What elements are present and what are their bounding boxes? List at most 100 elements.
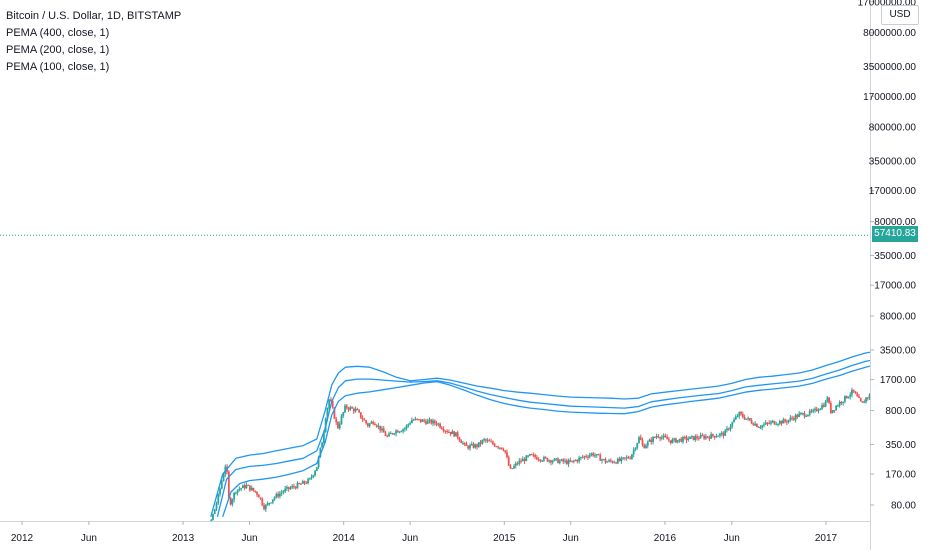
- candle: [467, 445, 469, 450]
- candle-body: [362, 418, 364, 420]
- candle: [451, 429, 453, 434]
- candle-body: [402, 429, 404, 431]
- candle-body: [341, 416, 343, 424]
- candle: [355, 406, 357, 412]
- x-tick-label: Jun: [724, 533, 740, 544]
- candle-body: [592, 453, 594, 455]
- candle-body: [406, 425, 408, 428]
- candle: [487, 438, 489, 443]
- candle-body: [390, 433, 392, 434]
- legend-pema-200[interactable]: PEMA (200, close, 1): [6, 42, 181, 59]
- candle: [298, 483, 300, 485]
- x-tick-label: 2014: [333, 533, 356, 544]
- candle: [235, 492, 237, 495]
- candle-body: [517, 463, 519, 464]
- candle: [584, 456, 586, 460]
- candle-body: [664, 436, 666, 437]
- candle: [760, 425, 762, 429]
- candle: [485, 438, 487, 443]
- candle: [640, 435, 642, 441]
- candle: [856, 392, 858, 397]
- candle: [541, 460, 543, 462]
- candle-body: [647, 442, 649, 446]
- candle-body: [504, 450, 506, 452]
- candle-body: [707, 436, 709, 437]
- candle-body: [538, 459, 540, 460]
- candle: [675, 438, 677, 443]
- candle-body: [464, 443, 466, 444]
- candle: [316, 467, 318, 471]
- candle: [532, 452, 534, 457]
- candle-body: [575, 460, 577, 461]
- candle: [710, 432, 712, 439]
- candle-body: [346, 406, 348, 408]
- candle-body: [495, 446, 497, 447]
- price-axis[interactable]: 17000000.008000000.003500000.001700000.0…: [858, 0, 917, 550]
- candle-body: [302, 481, 304, 484]
- candle: [807, 414, 809, 416]
- candle-body: [745, 419, 747, 420]
- candle-body: [515, 463, 517, 466]
- legend-pema-400[interactable]: PEMA (400, close, 1): [6, 25, 181, 42]
- candle: [737, 414, 739, 418]
- candle-body: [529, 454, 531, 456]
- candle-body: [800, 413, 802, 414]
- candle: [610, 458, 612, 462]
- candle: [682, 436, 684, 444]
- candle-body: [710, 434, 712, 439]
- candle: [833, 410, 835, 413]
- candle-body: [849, 395, 851, 397]
- candle-body: [620, 458, 622, 461]
- candle: [253, 488, 255, 492]
- candle-body: [543, 457, 545, 460]
- candle-body: [508, 457, 510, 465]
- candle-body: [752, 423, 754, 425]
- candle-body: [642, 440, 644, 445]
- candle: [629, 456, 631, 460]
- legend-pema-100[interactable]: PEMA (100, close, 1): [6, 59, 181, 76]
- candle: [643, 443, 645, 448]
- y-tick-label: 3500.00: [880, 346, 917, 357]
- candle: [701, 433, 703, 436]
- pema-400-line: [211, 351, 876, 517]
- candle-body: [552, 461, 554, 463]
- candle-body: [694, 436, 696, 440]
- candle: [855, 391, 857, 394]
- y-tick-label: 350000.00: [869, 157, 917, 168]
- candle: [302, 480, 304, 484]
- candle-body: [258, 495, 260, 498]
- candle: [788, 420, 790, 424]
- candle: [268, 503, 270, 506]
- candle: [413, 419, 415, 421]
- candle: [529, 454, 531, 456]
- candle-body: [260, 498, 262, 499]
- candle-body: [839, 402, 841, 406]
- candle: [513, 464, 515, 469]
- candle: [216, 502, 218, 511]
- candle-body: [793, 418, 795, 420]
- candle-body: [407, 424, 409, 425]
- candle: [557, 457, 559, 463]
- currency-label[interactable]: USD: [881, 5, 919, 25]
- candle-body: [541, 461, 543, 462]
- candle: [293, 484, 295, 489]
- candle-body: [221, 481, 223, 488]
- candle: [522, 456, 524, 461]
- candle: [297, 481, 299, 489]
- candle-body: [510, 466, 512, 469]
- candle-body: [499, 448, 501, 449]
- candle: [309, 478, 311, 481]
- candle: [429, 417, 431, 423]
- candle: [360, 412, 362, 419]
- candle: [545, 456, 547, 459]
- candle: [765, 420, 767, 425]
- candle: [561, 459, 563, 461]
- candle-body: [638, 437, 640, 443]
- y-tick-label: 8000000.00: [863, 28, 916, 39]
- candle: [335, 417, 337, 425]
- chart-title[interactable]: Bitcoin / U.S. Dollar, 1D, BITSTAMP: [6, 8, 181, 25]
- candle-body: [830, 403, 832, 413]
